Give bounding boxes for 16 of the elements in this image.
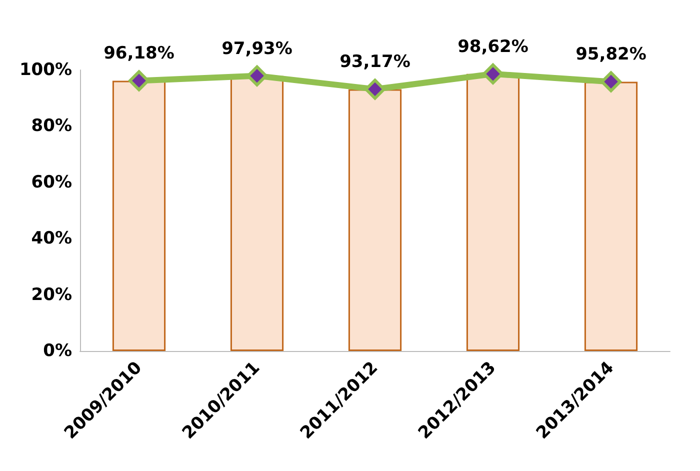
point [128,70,150,92]
point [364,78,386,100]
data-label: 98,62% [458,36,528,57]
data-label: 97,93% [222,38,292,59]
point [482,63,504,84]
point [246,65,268,86]
data-label: 96,18% [104,44,174,64]
y-tick-label: 0% [43,341,72,361]
point [600,71,622,92]
y-tick-label: 20% [31,284,72,305]
y-tick-label: 100% [19,60,72,80]
data-label: 93,17% [340,52,410,72]
y-tick-label: 80% [31,116,72,136]
y-tick-label: 60% [31,172,72,192]
y-tick-label: 40% [31,228,72,249]
data-label: 95,82% [576,44,646,65]
